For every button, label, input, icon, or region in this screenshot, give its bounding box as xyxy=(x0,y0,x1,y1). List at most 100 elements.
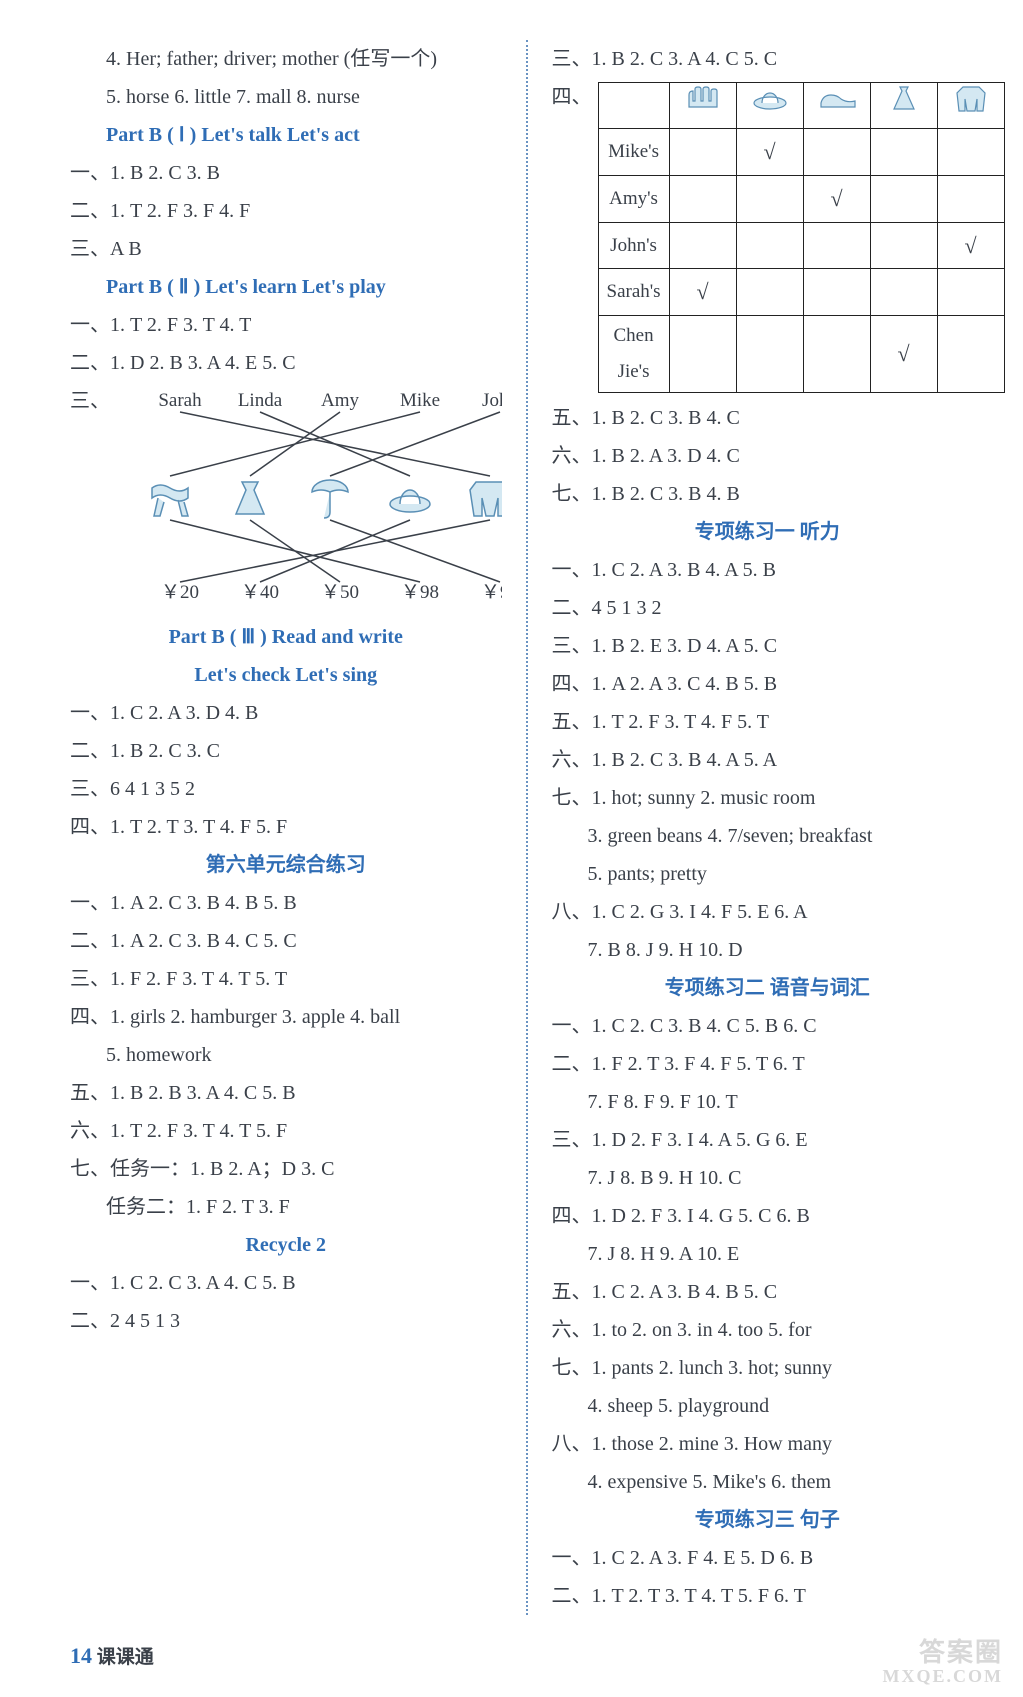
hat-icon xyxy=(736,83,803,129)
table-cell xyxy=(669,129,736,176)
shoe-icon xyxy=(803,83,870,129)
answer-line: 七、1. hot; sunny 2. music room xyxy=(552,779,984,817)
svg-text:￥90: ￥90 xyxy=(481,582,502,603)
table-cell xyxy=(803,129,870,176)
table-row-name: Amy's xyxy=(598,175,669,222)
section-heading: 专项练习二 语音与词汇 xyxy=(552,969,984,1007)
answer-line: 二、1. T 2. T 3. T 4. T 5. F 6. T xyxy=(552,1577,984,1615)
table-cell xyxy=(803,316,870,393)
watermark-line: MXQE.COM xyxy=(883,1667,1003,1687)
table-cell xyxy=(736,316,803,393)
answer-line: 4. Her; father; driver; mother (任写一个) xyxy=(70,40,502,78)
label-si: 四、 xyxy=(552,78,592,116)
answer-line: 六、1. B 2. A 3. D 4. C xyxy=(552,437,984,475)
table-cell xyxy=(870,129,937,176)
answer-line: 二、1. D 2. B 3. A 4. E 5. C xyxy=(70,344,502,382)
table-cell xyxy=(870,269,937,316)
table-cell: √ xyxy=(736,129,803,176)
svg-text:John: John xyxy=(482,390,501,411)
table-row-name: John's xyxy=(598,222,669,269)
table-cell xyxy=(870,175,937,222)
answer-line: 一、1. T 2. F 3. T 4. T xyxy=(70,306,502,344)
answer-line: 五、1. C 2. A 3. B 4. B 5. C xyxy=(552,1273,984,1311)
svg-text:￥40: ￥40 xyxy=(241,582,279,603)
svg-text:Mike: Mike xyxy=(400,390,440,411)
answer-line: 一、1. C 2. C 3. A 4. C 5. B xyxy=(70,1264,502,1302)
table-cell: √ xyxy=(803,175,870,222)
answer-line: 四、1. A 2. A 3. C 4. B 5. B xyxy=(552,665,984,703)
matching-diagram: SarahLindaAmyMikeJohn￥20￥40￥50￥98￥90 xyxy=(130,388,502,608)
answer-line: 三、1. D 2. F 3. I 4. A 5. G 6. E xyxy=(552,1121,984,1159)
table-cell xyxy=(669,222,736,269)
answer-line: 三、6 4 1 3 5 2 xyxy=(70,770,502,808)
answer-line: 四、1. girls 2. hamburger 3. apple 4. ball xyxy=(70,998,502,1036)
answer-line: 三、A B xyxy=(70,230,502,268)
jacket-icon xyxy=(937,83,1004,129)
answer-line: 二、2 4 5 1 3 xyxy=(70,1302,502,1340)
page-footer: 14 课课通 xyxy=(70,1635,983,1677)
answer-line: 4. expensive 5. Mike's 6. them xyxy=(552,1463,984,1501)
table-cell xyxy=(937,269,1004,316)
answer-line: 六、1. T 2. F 3. T 4. T 5. F xyxy=(70,1112,502,1150)
section-heading: 第六单元综合练习 xyxy=(70,846,502,884)
table-cell xyxy=(669,316,736,393)
watermark-line: 答案圈 xyxy=(883,1639,1003,1668)
column-divider xyxy=(526,40,528,1615)
answer-line: 5. homework xyxy=(70,1036,502,1074)
right-column: 三、1. B 2. C 3. A 4. C 5. C 四、 Mike's√Amy… xyxy=(552,40,984,1615)
answer-line: 五、1. T 2. F 3. T 4. F 5. T xyxy=(552,703,984,741)
answer-line: 3. green beans 4. 7/seven; breakfast xyxy=(552,817,984,855)
answer-line: 二、1. F 2. T 3. F 4. F 5. T 6. T xyxy=(552,1045,984,1083)
answer-line: 四、1. D 2. F 3. I 4. G 5. C 6. B xyxy=(552,1197,984,1235)
svg-text:Linda: Linda xyxy=(238,390,283,411)
answer-line: 二、4 5 1 3 2 xyxy=(552,589,984,627)
svg-text:Amy: Amy xyxy=(321,390,360,411)
table-cell xyxy=(669,175,736,222)
answer-line: 二、1. B 2. C 3. C xyxy=(70,732,502,770)
answer-line: 7. J 8. H 9. A 10. E xyxy=(552,1235,984,1273)
table-cell xyxy=(736,269,803,316)
section-heading: Let's check Let's sing xyxy=(70,656,502,694)
table-row-name: Mike's xyxy=(598,129,669,176)
answer-line: 三、1. B 2. E 3. D 4. A 5. C xyxy=(552,627,984,665)
table-cell: √ xyxy=(870,316,937,393)
table-cell xyxy=(937,175,1004,222)
table-cell: √ xyxy=(669,269,736,316)
svg-text:￥98: ￥98 xyxy=(401,582,439,603)
answer-line: 5. pants; pretty xyxy=(552,855,984,893)
answer-line: 7. J 8. B 9. H 10. C xyxy=(552,1159,984,1197)
label-san: 三、 xyxy=(70,382,110,618)
answer-line: 任务二：1. F 2. T 3. F xyxy=(70,1188,502,1226)
table-row-name: Sarah's xyxy=(598,269,669,316)
table-cell xyxy=(937,129,1004,176)
section-heading: 专项练习三 句子 xyxy=(552,1501,984,1539)
answer-line: 二、1. T 2. F 3. F 4. F xyxy=(70,192,502,230)
answer-line: 八、1. C 2. G 3. I 4. F 5. E 6. A xyxy=(552,893,984,931)
answer-line: 7. B 8. J 9. H 10. D xyxy=(552,931,984,969)
table-row-name: Chen Jie's xyxy=(598,316,669,393)
svg-text:Sarah: Sarah xyxy=(158,390,202,411)
answer-line: 一、1. A 2. C 3. B 4. B 5. B xyxy=(70,884,502,922)
answer-line: 五、1. B 2. B 3. A 4. C 5. B xyxy=(70,1074,502,1112)
table-cell xyxy=(870,222,937,269)
section-heading: Recycle 2 xyxy=(70,1226,502,1264)
answer-line: 七、1. B 2. C 3. B 4. B xyxy=(552,475,984,513)
answer-line: 三、1. B 2. C 3. A 4. C 5. C xyxy=(552,40,984,78)
section-heading: Part B ( Ⅱ ) Let's learn Let's play xyxy=(70,268,502,306)
answer-line: 二、1. A 2. C 3. B 4. C 5. C xyxy=(70,922,502,960)
answer-line: 一、1. C 2. A 3. F 4. E 5. D 6. B xyxy=(552,1539,984,1577)
svg-text:￥20: ￥20 xyxy=(161,582,199,603)
answer-line: 三、 SarahLindaAmyMikeJohn￥20￥40￥50￥98￥90 xyxy=(70,382,502,618)
answer-line: 八、1. those 2. mine 3. How many xyxy=(552,1425,984,1463)
section-heading: Part B ( Ⅲ ) Read and write xyxy=(70,618,502,656)
answer-line: 一、1. C 2. A 3. D 4. B xyxy=(70,694,502,732)
footer-label: 课课通 xyxy=(97,1647,154,1668)
table-cell xyxy=(803,269,870,316)
table-cell xyxy=(736,222,803,269)
table-cell xyxy=(937,316,1004,393)
answer-line: 4. sheep 5. playground xyxy=(552,1387,984,1425)
answer-line: 四、1. T 2. T 3. T 4. F 5. F xyxy=(70,808,502,846)
answer-line: 六、1. to 2. on 3. in 4. too 5. for xyxy=(552,1311,984,1349)
answer-line: 一、1. B 2. C 3. B xyxy=(70,154,502,192)
answer-line: 7. F 8. F 9. F 10. T xyxy=(552,1083,984,1121)
